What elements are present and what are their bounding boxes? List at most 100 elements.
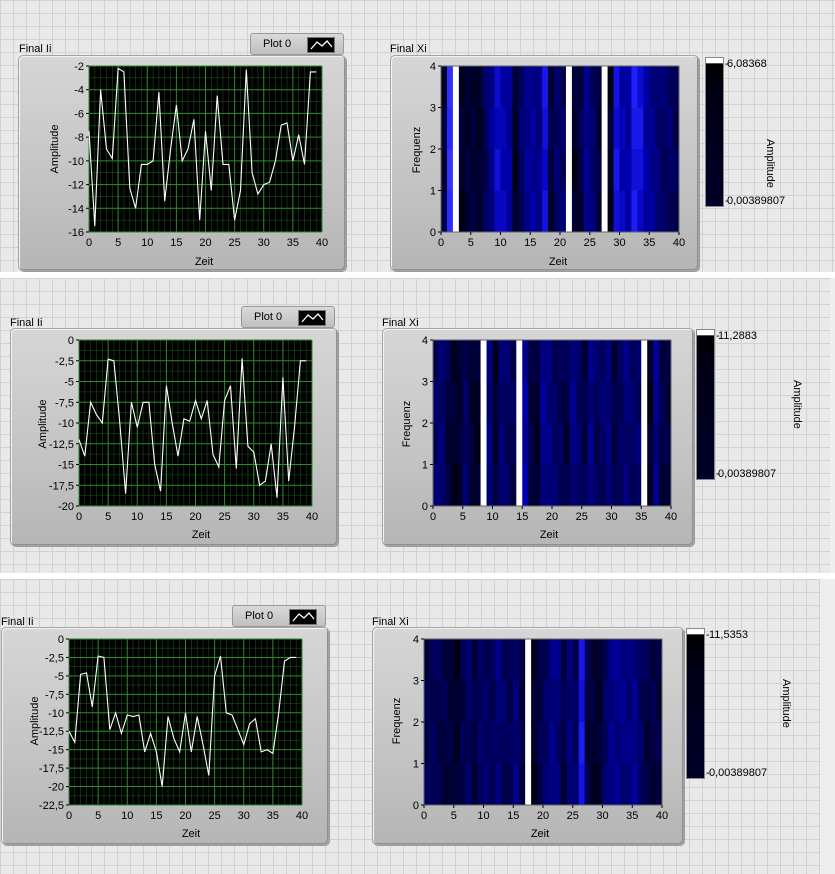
heatmap-cell (534, 340, 541, 382)
heatmap-cell (542, 66, 549, 108)
heatmap-cell (477, 639, 484, 681)
heatmap-cell (617, 381, 624, 424)
heatmap-cell (554, 149, 561, 191)
heatmap-cell (589, 107, 597, 150)
heatmap-cell (626, 680, 633, 723)
heatmap-cell (518, 149, 525, 191)
y-tick-label: -2,5 (55, 356, 74, 368)
heatmap-cell (632, 763, 639, 806)
waveform-xlabel: Zeit (182, 828, 200, 840)
heatmap-cell (571, 190, 579, 233)
heatmap-cell (552, 381, 559, 424)
heatmap-cell (569, 340, 577, 382)
heatmap-cell (649, 66, 656, 108)
color-scale-max-marker[interactable] (706, 58, 723, 64)
heatmap-cell (447, 722, 455, 764)
plot-legend[interactable]: Plot 0 (232, 605, 326, 627)
waveform-graph[interactable]: Zeit Amplitude 0 5 10 15 20 25 30 35 40 0 -2,5 -5 -7… (30, 332, 330, 544)
heatmap-cell (510, 381, 517, 424)
color-scale-ramp[interactable] (705, 57, 724, 207)
heatmap-cell (595, 66, 603, 108)
waveform-ylabel: Amplitude (49, 125, 61, 174)
waveform-graph[interactable]: Zeit Amplitude 0 5 10 15 20 25 30 35 40 0 -2,5 -5 -7… (20, 631, 320, 843)
heatmap-cell (450, 340, 458, 382)
heatmap-cell (650, 680, 657, 723)
y-tick-label: -17,5 (39, 763, 64, 775)
heatmap-cell (605, 340, 612, 382)
heatmap-cell (620, 680, 627, 723)
heatmap-cell (552, 464, 559, 507)
heatmap-cell (516, 340, 523, 382)
heatmap-cell (447, 763, 455, 806)
plot-legend[interactable]: Plot 0 (250, 33, 344, 55)
color-scale-ramp[interactable] (686, 628, 705, 779)
heatmap-cell (495, 639, 502, 681)
heatmap-cell (452, 190, 460, 233)
heatmap-cell (492, 423, 499, 465)
heatmap-cell (444, 423, 452, 465)
heatmap-cell (632, 680, 639, 723)
heatmap-cell (554, 190, 561, 233)
heatmap-cell (581, 340, 589, 382)
heatmap-cell (581, 464, 589, 507)
color-scale-min-label: 0,00389807 (718, 468, 777, 480)
plot-legend[interactable]: Plot 0 (241, 306, 335, 328)
heatmap-cell (661, 149, 668, 191)
x-tick-label: 40 (306, 511, 318, 523)
heatmap-cell (470, 66, 478, 108)
x-tick-label: 40 (316, 237, 328, 249)
heatmap-cell (516, 381, 523, 424)
heatmap-cell (569, 464, 577, 507)
heatmap-cell (530, 107, 537, 150)
heatmap-cell (424, 722, 431, 764)
heatmap-cell (507, 639, 514, 681)
line-plot-icon[interactable] (307, 37, 335, 53)
heatmap-cell (578, 639, 586, 681)
heatmap-cell (441, 190, 448, 233)
heatmap-cell (459, 639, 467, 681)
heatmap-cell (441, 722, 449, 764)
heatmap-cell (446, 107, 454, 150)
color-scale-ramp[interactable] (696, 329, 715, 480)
heatmap-cell (531, 680, 538, 723)
heatmap-cell (465, 763, 472, 806)
heatmap-cell (477, 763, 484, 806)
heatmap-cell (629, 464, 636, 507)
x-tick-label: 10 (494, 237, 506, 249)
heatmap-cell (537, 722, 544, 764)
y-tick-label: -2,5 (45, 652, 64, 664)
heatmap-cell (471, 680, 478, 723)
heatmap-cell (498, 423, 505, 465)
line-plot-icon[interactable] (289, 609, 317, 625)
color-scale-label: Amplitude (764, 139, 776, 188)
heatmap-cell (614, 763, 621, 806)
heatmap-cell (530, 66, 537, 108)
heatmap-cell (488, 190, 495, 233)
heatmap-cell (665, 381, 672, 424)
heatmap-cell (560, 149, 567, 191)
intensity-graph-title: Final Xi (390, 43, 427, 55)
color-scale-max-marker[interactable] (697, 330, 714, 336)
heatmap-cell (596, 722, 603, 764)
heatmap-cell (638, 680, 645, 723)
line-plot-icon[interactable] (298, 310, 326, 326)
heatmap-cell (519, 680, 526, 723)
heatmap-cell (608, 639, 615, 681)
heatmap-cell (522, 381, 529, 424)
y-tick-label: -5 (64, 377, 74, 389)
color-scale-max-marker[interactable] (687, 629, 704, 635)
heatmap-cell (543, 763, 550, 806)
y-tick-label: 3 (422, 377, 428, 389)
waveform-graph[interactable]: Zeit Amplitude 0 5 10 15 20 25 30 35 40 -2 -4 -6 -8 -… (40, 58, 340, 270)
y-tick-label: -10 (48, 708, 64, 720)
heatmap-cell (480, 464, 487, 507)
heatmap-cell (554, 722, 562, 764)
heatmap-cell (560, 107, 567, 150)
heatmap-cell (641, 464, 648, 507)
heatmap-cell (607, 190, 614, 233)
heatmap-cell (510, 464, 517, 507)
plot-legend-label: Plot 0 (254, 311, 283, 323)
